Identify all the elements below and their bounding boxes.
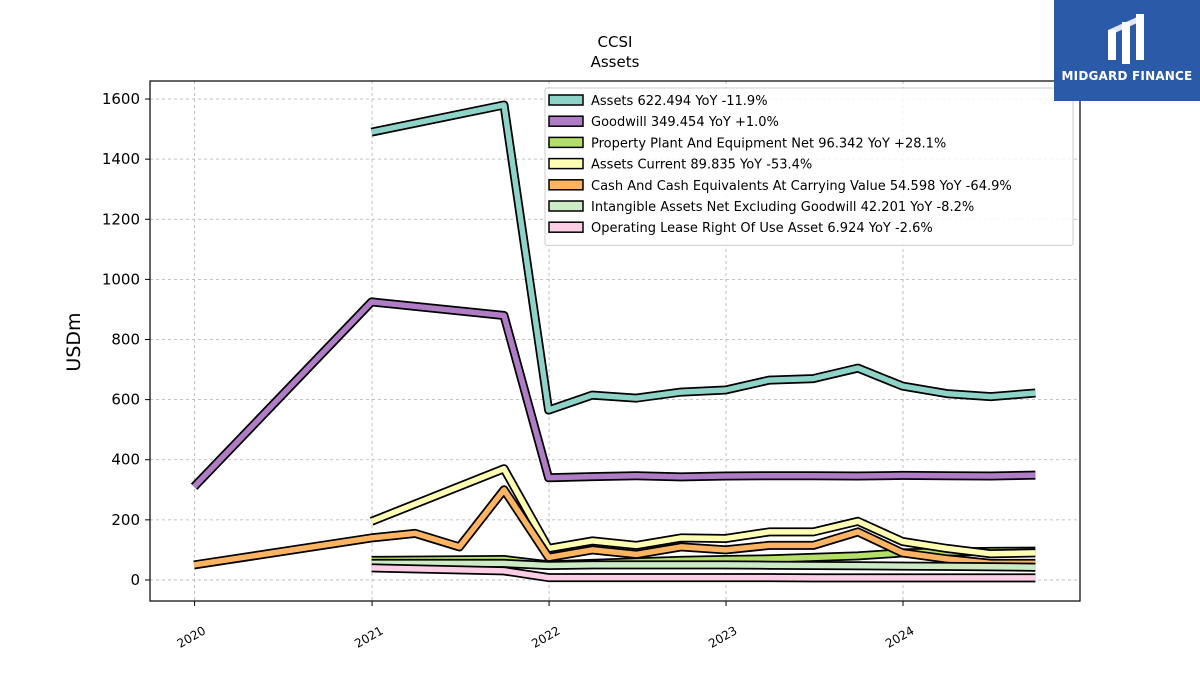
series-line: [371, 560, 1036, 571]
series-assets-current: [369, 464, 1036, 559]
series-line: [371, 102, 1036, 413]
brand-logo: MIDGARD FINANCE: [1054, 0, 1200, 101]
legend: Assets 622.494 YoY -11.9% Goodwill 349.45…: [544, 87, 1074, 246]
legend-swatch: [548, 200, 584, 212]
y-tick-label: 1000: [102, 270, 140, 288]
legend-box: [544, 87, 1074, 246]
y-tick-label: 1200: [102, 210, 140, 228]
y-axis-label: USDm: [63, 312, 85, 371]
series-operating-lease-right-of-use-asset: [371, 563, 1036, 583]
legend-swatch: [548, 94, 584, 106]
plot-frame: [149, 80, 1081, 602]
legend-label: Cash And Cash Equivalents At Carrying Va…: [591, 179, 1012, 194]
y-tick-label: 600: [111, 391, 140, 409]
x-tick-label: 2024: [883, 623, 916, 650]
legend-swatch: [548, 157, 584, 170]
y-tick-label: 200: [111, 511, 140, 529]
series-intangible-assets-net-excluding-goodwill: [371, 558, 1036, 572]
x-tick-label: 2021: [352, 623, 385, 650]
x-tick-label: 2022: [529, 623, 562, 650]
y-tick-label: 0: [130, 571, 140, 589]
y-tick-label: 400: [111, 451, 140, 469]
legend-label: Property Plant And Equipment Net 96.342 …: [591, 136, 946, 151]
axes: 0 200 400 600 800 1000 1200 1400 1600 2020 2021 202…: [102, 90, 917, 651]
midgard-logo-icon: [1108, 14, 1144, 64]
legend-label: Assets Current 89.835 YoY -53.4%: [591, 158, 812, 173]
legend-swatch: [548, 136, 584, 149]
series-line: [192, 299, 1036, 489]
legend-label: Goodwill 349.454 YoY +1.0%: [591, 115, 779, 130]
legend-label: Intangible Assets Net Excluding Goodwill…: [591, 200, 974, 215]
chart-title: CCSI: [598, 33, 633, 51]
series-line: [370, 465, 1036, 557]
series-assets: [370, 100, 1036, 415]
legend-label: Operating Lease Right Of Use Asset 6.924…: [591, 221, 933, 236]
y-tick-label: 800: [111, 330, 140, 348]
chart-subtitle: Assets: [591, 53, 640, 71]
brand-name: MIDGARD FINANCE: [1061, 69, 1193, 83]
legend-label: Assets 622.494 YoY -11.9%: [591, 94, 768, 109]
x-tick-label: 2023: [706, 623, 739, 650]
legend-swatch: [548, 115, 584, 127]
series-line: [371, 565, 1036, 581]
series-cash-and-cash-equivalents-at-carrying-value: [193, 485, 1036, 570]
x-tick-label: 2020: [175, 623, 208, 650]
legend-swatch: [548, 221, 584, 233]
series-group: [190, 100, 1036, 583]
y-tick-label: 1400: [102, 150, 140, 168]
y-tick-label: 1600: [102, 90, 140, 108]
series-goodwill: [190, 297, 1036, 490]
legend-swatch: [548, 179, 584, 191]
series-line: [193, 487, 1036, 568]
